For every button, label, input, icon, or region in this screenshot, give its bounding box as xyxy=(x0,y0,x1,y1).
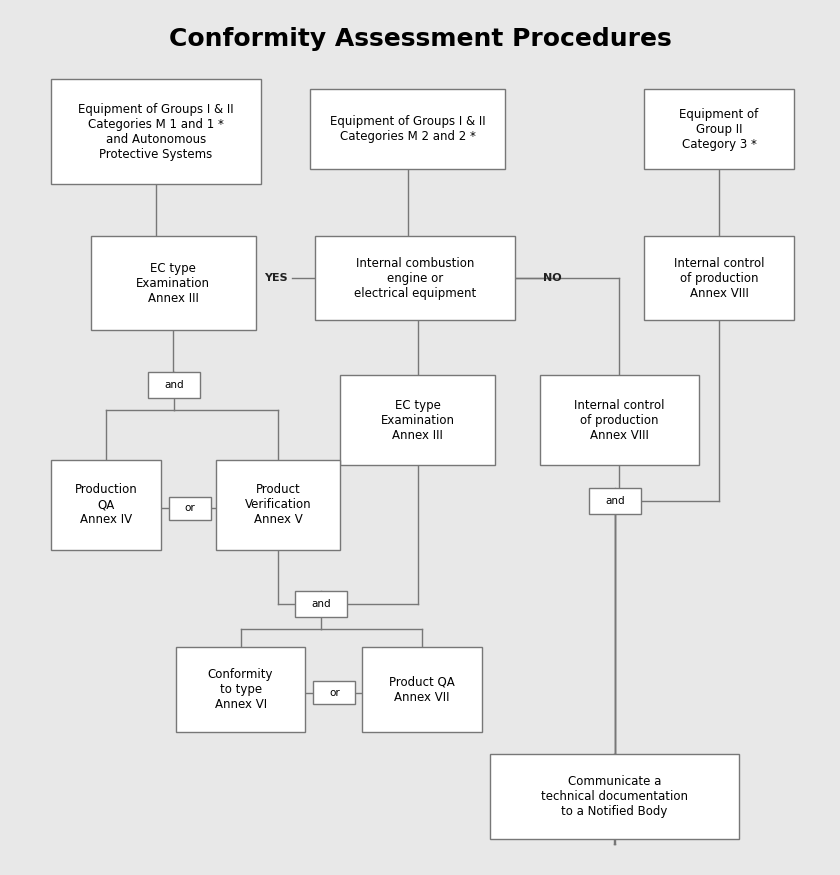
Text: EC type
Examination
Annex III: EC type Examination Annex III xyxy=(381,398,454,442)
Text: or: or xyxy=(329,688,339,697)
FancyBboxPatch shape xyxy=(340,375,495,465)
Text: Product QA
Annex VII: Product QA Annex VII xyxy=(389,676,455,704)
Text: Equipment of Groups I & II
Categories M 2 and 2 *: Equipment of Groups I & II Categories M … xyxy=(330,115,486,143)
FancyBboxPatch shape xyxy=(91,235,255,331)
Text: NO: NO xyxy=(543,273,561,283)
FancyBboxPatch shape xyxy=(590,488,641,514)
Text: or: or xyxy=(185,503,195,514)
Text: Equipment of
Group II
Category 3 *: Equipment of Group II Category 3 * xyxy=(680,108,759,150)
FancyBboxPatch shape xyxy=(148,372,200,398)
Text: and: and xyxy=(164,380,184,390)
Text: Conformity Assessment Procedures: Conformity Assessment Procedures xyxy=(169,27,671,52)
Text: and: and xyxy=(606,496,625,506)
FancyBboxPatch shape xyxy=(51,460,160,550)
Text: Production
QA
Annex IV: Production QA Annex IV xyxy=(75,483,138,526)
Text: Internal combustion
engine or
electrical equipment: Internal combustion engine or electrical… xyxy=(354,256,476,299)
Text: Equipment of Groups I & II
Categories M 1 and 1 *
and Autonomous
Protective Syst: Equipment of Groups I & II Categories M … xyxy=(78,102,234,160)
Text: Product
Verification
Annex V: Product Verification Annex V xyxy=(244,483,312,526)
FancyBboxPatch shape xyxy=(176,648,306,732)
Text: Internal control
of production
Annex VIII: Internal control of production Annex VII… xyxy=(574,398,664,442)
Text: Conformity
to type
Annex VI: Conformity to type Annex VI xyxy=(207,668,273,711)
Text: Internal control
of production
Annex VIII: Internal control of production Annex VII… xyxy=(674,256,764,299)
FancyBboxPatch shape xyxy=(644,89,794,169)
FancyBboxPatch shape xyxy=(362,648,482,732)
FancyBboxPatch shape xyxy=(296,592,347,618)
Text: Communicate a
technical documentation
to a Notified Body: Communicate a technical documentation to… xyxy=(541,774,688,818)
FancyBboxPatch shape xyxy=(490,754,739,838)
FancyBboxPatch shape xyxy=(216,460,340,550)
FancyBboxPatch shape xyxy=(310,89,505,169)
FancyBboxPatch shape xyxy=(51,80,260,184)
Text: EC type
Examination
Annex III: EC type Examination Annex III xyxy=(136,262,210,304)
FancyBboxPatch shape xyxy=(315,235,515,320)
FancyBboxPatch shape xyxy=(539,375,699,465)
FancyBboxPatch shape xyxy=(169,497,211,520)
FancyBboxPatch shape xyxy=(313,682,355,704)
FancyBboxPatch shape xyxy=(644,235,794,320)
Text: YES: YES xyxy=(264,273,287,283)
Text: and: and xyxy=(312,599,331,610)
